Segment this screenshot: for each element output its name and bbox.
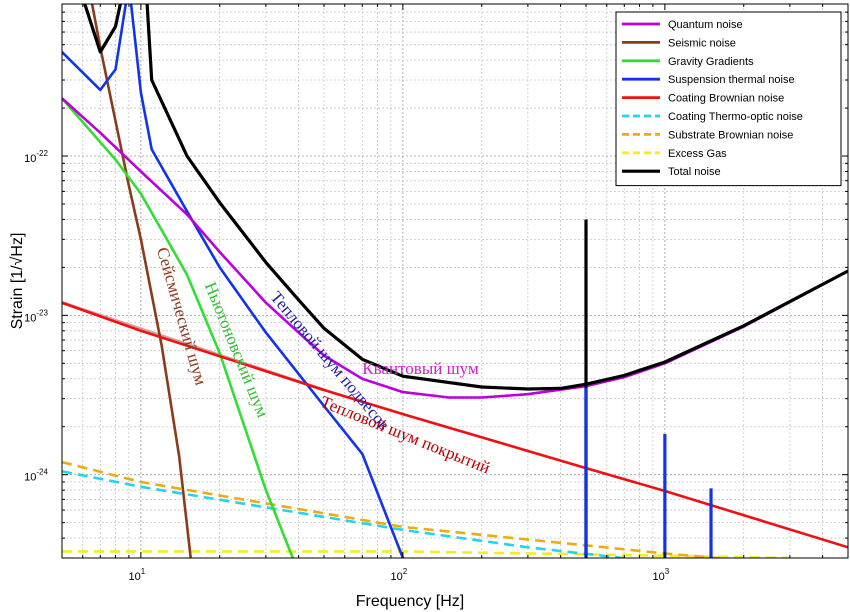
plot-frame [61,3,849,559]
legend-label: Quantum noise [668,19,743,31]
x-axis-label: Frequency [Hz] [356,593,464,610]
annotation-label: Квантовый шум [362,359,479,378]
series-line-total-noise [83,4,848,391]
series-lines [62,4,848,558]
series-line-suspension-thermal-noise [62,4,405,558]
legend-label: Coating Brownian noise [668,93,784,105]
series-line-substrate-brownian-noise [62,460,733,558]
legend-label: Seismic noise [668,37,736,49]
y-axis-label: Strain [1/√Hz] [9,233,26,330]
series-line-gravity-gradients [62,97,295,558]
legend-label: Excess Gas [668,148,727,160]
legend-label: Coating Thermo-optic noise [668,111,803,123]
series-line-coating-thermo-optic-noise [62,470,635,558]
series-group [62,4,848,558]
legend-label: Suspension thermal noise [668,74,795,86]
legend-label: Substrate Brownian noise [668,129,793,141]
legend: Quantum noise Seismic noise Gravity Gradie… [615,11,842,187]
legend-label: Total noise [668,166,721,178]
legend-label: Gravity Gradients [668,56,754,68]
series-line-excess-gas [62,550,790,558]
grid-lines [62,4,848,559]
